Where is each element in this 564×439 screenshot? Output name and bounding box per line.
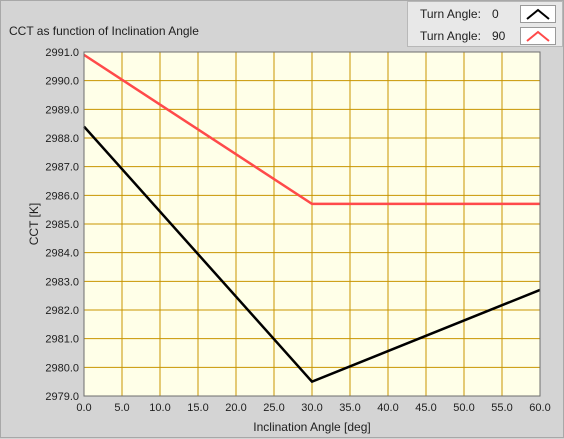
x-tick-label: 25.0 xyxy=(263,402,284,414)
x-tick-label: 20.0 xyxy=(225,402,246,414)
y-tick-label: 2980.0 xyxy=(45,362,79,374)
y-tick-label: 2987.0 xyxy=(45,162,79,174)
x-tick-label: 55.0 xyxy=(491,402,512,414)
plot-legend: Turn Angle: 0 Turn Angle: 90 xyxy=(407,1,563,47)
line-style-icon xyxy=(526,8,550,20)
legend-value: 0 xyxy=(492,7,499,21)
y-tick-label: 2989.0 xyxy=(45,104,79,116)
y-tick-label: 2986.0 xyxy=(45,190,79,202)
x-tick-label: 50.0 xyxy=(453,402,474,414)
x-tick-label: 10.0 xyxy=(149,402,170,414)
y-tick-label: 2983.0 xyxy=(45,276,79,288)
y-axis-label: CCT [K] xyxy=(27,203,41,245)
legend-label: Turn Angle: xyxy=(420,7,481,21)
x-tick-label: 5.0 xyxy=(114,402,129,414)
y-tick-label: 2988.0 xyxy=(45,133,79,145)
series-line-0 xyxy=(83,125,541,384)
x-tick-label: 15.0 xyxy=(187,402,208,414)
legend-item-turn-0[interactable]: Turn Angle: 0 xyxy=(408,3,562,25)
legend-swatch-0[interactable] xyxy=(520,5,556,23)
legend-item-turn-90[interactable]: Turn Angle: 90 xyxy=(408,25,562,47)
y-tick-label: 2981.0 xyxy=(45,334,79,346)
legend-value: 90 xyxy=(492,29,506,43)
x-tick-label: 0.0 xyxy=(76,402,91,414)
x-tick-label: 60.0 xyxy=(529,402,550,414)
x-tick-label: 45.0 xyxy=(415,402,436,414)
y-tick-label: 2984.0 xyxy=(45,248,79,260)
x-tick-label: 35.0 xyxy=(339,402,360,414)
series-line-1 xyxy=(83,53,540,206)
chart-title: CCT as function of Inclination Angle xyxy=(9,24,199,38)
y-tick-label: 2991.0 xyxy=(45,47,79,59)
y-tick-label: 2985.0 xyxy=(45,219,79,231)
y-tick-labels: 2979.0 2980.0 2981.0 2982.0 2983.0 2984.0 2985… xyxy=(45,47,79,403)
y-tick-label: 2982.0 xyxy=(45,305,79,317)
x-tick-label: 40.0 xyxy=(377,402,398,414)
legend-label: Turn Angle: xyxy=(420,29,481,43)
y-tick-label: 2979.0 xyxy=(45,391,79,403)
plot-frame xyxy=(83,51,541,397)
x-axis-label: Inclination Angle [deg] xyxy=(253,420,370,434)
legend-swatch-1[interactable] xyxy=(520,27,556,45)
x-tick-label: 30.0 xyxy=(301,402,322,414)
x-tick-labels: 0.0 5.0 10.0 15.0 20.0 25.0 30.0 35.0 40.0 45.0 50… xyxy=(76,402,550,414)
series-group xyxy=(83,53,541,384)
y-tick-label: 2990.0 xyxy=(45,76,79,88)
line-style-icon xyxy=(526,30,550,42)
